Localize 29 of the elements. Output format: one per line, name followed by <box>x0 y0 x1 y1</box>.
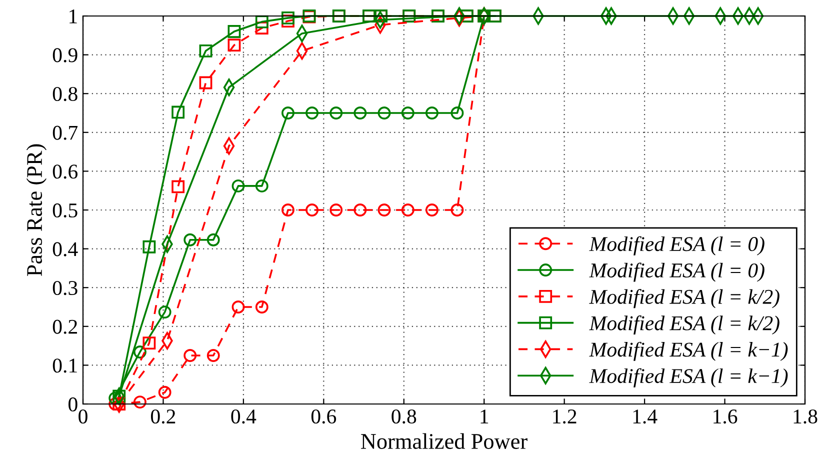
y-tick-label: 0.8 <box>52 86 78 102</box>
legend-label: Modified ESA (l = k−1) <box>589 342 788 361</box>
x-axis-title: Normalized Power <box>361 433 528 449</box>
x-tick-label: 1.4 <box>633 410 658 424</box>
legend-label: Modified ESA (l = k−1) <box>589 368 788 388</box>
y-tick-label: 0.6 <box>52 164 78 179</box>
x-tick-label: 1 <box>480 410 488 424</box>
x-tick-label: 1.6 <box>714 410 738 424</box>
y-tick-label: 0.4 <box>52 242 78 256</box>
legend-label: Modified ESA (l = 0) <box>589 262 764 282</box>
y-tick-label: 0.3 <box>52 280 78 296</box>
legend-label: Modified ESA (l = 0) <box>589 236 764 256</box>
x-tick-label: 0.2 <box>150 409 176 424</box>
legend-label: Modified ESA (l = k/2) <box>589 289 780 308</box>
x-tick-label: 0.8 <box>392 409 416 424</box>
y-tick-label: 0.7 <box>52 126 78 140</box>
y-tick-label: 0.9 <box>52 48 78 62</box>
y-tick-label: 0.5 <box>52 203 78 218</box>
y-tick-label: 1 <box>70 9 77 24</box>
x-tick-label: 0.6 <box>311 409 336 424</box>
x-tick-label: 1.2 <box>553 410 576 424</box>
y-axis-title: Pass Rate (PR) <box>26 144 47 276</box>
y-tick-label: 0.1 <box>52 358 77 373</box>
x-tick-label: 0 <box>78 409 88 424</box>
legend-label: Modified ESA (l = k/2) <box>589 315 780 335</box>
x-tick-label: 1.8 <box>794 409 818 424</box>
y-tick-label: 0.2 <box>52 320 77 334</box>
y-tick-label: 0 <box>68 397 78 412</box>
x-tick-label: 0.4 <box>231 409 256 424</box>
